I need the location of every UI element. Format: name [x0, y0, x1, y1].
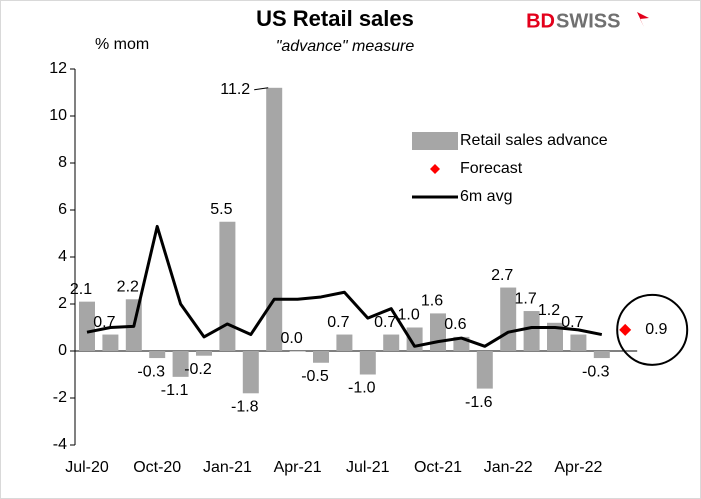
logo-mark: [637, 12, 649, 27]
highlight-circle: [616, 293, 689, 366]
x-tick-label: Oct-21: [414, 459, 462, 476]
bar: [242, 351, 259, 394]
x-tick-label: Apr-22: [554, 459, 602, 476]
legend-label: Forecast: [460, 160, 523, 177]
data-label: -1.0: [348, 380, 376, 397]
data-label: -0.2: [184, 361, 212, 378]
data-label: 0.7: [327, 314, 349, 331]
y-axis-label: % mom: [95, 36, 149, 53]
y-tick-label: 10: [49, 107, 67, 124]
bar: [523, 311, 540, 351]
bar: [547, 322, 563, 351]
bar: [219, 221, 236, 351]
bar: [313, 351, 329, 363]
bar: [593, 351, 610, 359]
data-label: -1.6: [465, 394, 493, 411]
logo: SWISS: [556, 10, 620, 32]
logo: BD: [526, 10, 555, 32]
data-label: -1.1: [161, 382, 189, 399]
x-tick-label: Jul-20: [65, 459, 109, 476]
y-tick-label: 8: [58, 154, 67, 171]
data-label: 1.0: [397, 307, 419, 324]
y-tick-label: 6: [58, 201, 67, 218]
bar: [79, 301, 95, 351]
data-label: -0.5: [301, 368, 329, 385]
data-label: 0.9: [645, 321, 667, 338]
x-tick-label: Oct-20: [133, 459, 181, 476]
data-label: -0.3: [137, 363, 165, 380]
data-label: 2.7: [491, 267, 513, 284]
bar: [570, 334, 587, 351]
data-label: 0.6: [444, 316, 466, 333]
bar: [476, 351, 493, 389]
leader-line: [254, 87, 269, 91]
data-label: 5.5: [210, 201, 232, 218]
forecast-point: [619, 323, 632, 336]
x-tick-label: Jul-21: [346, 459, 390, 476]
bar: [196, 351, 212, 356]
chart-title: US Retail sales: [256, 6, 414, 31]
y-tick-label: -2: [53, 389, 67, 406]
data-label: 11.2: [220, 81, 250, 98]
data-label: 0.7: [374, 314, 396, 331]
legend-swatch: [430, 164, 440, 174]
y-tick-label: 12: [49, 60, 67, 77]
data-label: 1.6: [421, 293, 443, 310]
data-label: 0.7: [561, 314, 583, 331]
data-label: 2.1: [70, 281, 92, 298]
bar: [266, 87, 283, 352]
legend-label: Retail sales advance: [460, 132, 608, 149]
x-tick-label: Jan-22: [484, 459, 533, 476]
chart-subtitle: "advance" measure: [276, 38, 415, 55]
data-label: 1.2: [538, 302, 560, 319]
legend-label: 6m avg: [460, 188, 512, 205]
data-label: 2.2: [117, 279, 139, 296]
legend-swatch: [412, 132, 458, 150]
data-label: 0.0: [280, 330, 302, 347]
y-tick-label: -4: [53, 436, 67, 453]
bar: [336, 334, 353, 351]
y-tick-label: 4: [58, 248, 67, 265]
data-label: -0.3: [582, 363, 610, 380]
data-label: 1.7: [514, 290, 536, 307]
bar: [359, 351, 376, 375]
bar: [149, 351, 166, 359]
y-tick-label: 0: [58, 342, 67, 359]
bar: [383, 334, 400, 351]
y-tick-label: 2: [58, 295, 67, 312]
bar: [289, 351, 306, 352]
x-tick-label: Jan-21: [203, 459, 252, 476]
x-tick-label: Apr-21: [274, 459, 322, 476]
bar: [102, 334, 119, 351]
bar: [172, 351, 189, 377]
avg-line: [86, 224, 603, 348]
data-label: -1.8: [231, 399, 259, 416]
